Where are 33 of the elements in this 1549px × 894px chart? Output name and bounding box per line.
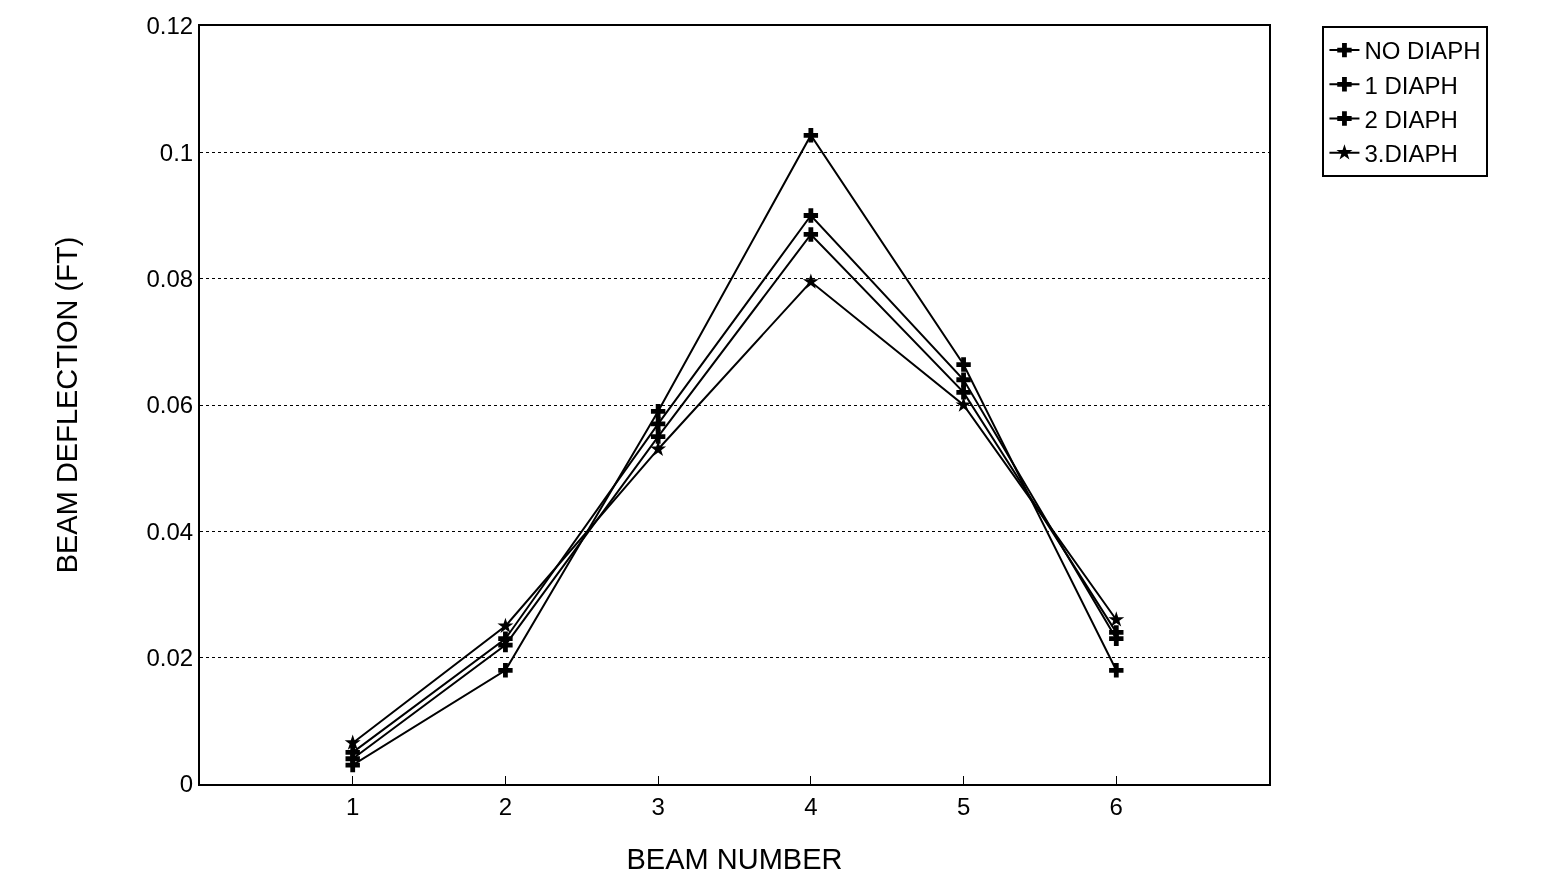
legend-label: 1 DIAPH: [1364, 71, 1458, 99]
x-tick-label: 4: [804, 792, 818, 820]
point: [650, 429, 666, 444]
y-tick-label: 0.06: [146, 391, 194, 419]
point: [956, 372, 971, 387]
x-tick-label: 6: [1109, 792, 1123, 820]
y-axis-title: BEAM DEFLECTION (FT): [51, 236, 84, 574]
point: [1108, 611, 1125, 627]
point: [803, 208, 819, 223]
y-tick-label: 0.02: [146, 644, 194, 672]
legend-label: NO DIAPH: [1364, 37, 1481, 65]
point: [1109, 663, 1124, 678]
point: [956, 357, 971, 372]
point: [498, 663, 513, 678]
x-axis-title: BEAM NUMBER: [626, 843, 843, 876]
point: [803, 128, 819, 143]
point: [650, 404, 666, 419]
y-tick-label: 0.12: [146, 12, 194, 40]
y-tick-label: 0: [179, 770, 194, 798]
x-tick-label: 3: [651, 792, 665, 820]
y-tick-label: 0.1: [159, 138, 194, 166]
x-tick-label: 5: [956, 792, 971, 820]
y-tick-label: 0.08: [146, 265, 194, 293]
x-tick-label: 2: [498, 792, 513, 820]
point: [497, 617, 514, 633]
x-tick-label: 1: [346, 792, 360, 820]
point: [803, 227, 819, 242]
legend-label: 2 DIAPH: [1364, 105, 1458, 133]
point: [344, 734, 361, 750]
y-tick-label: 0.04: [146, 517, 194, 545]
point: [802, 273, 819, 289]
legend-label: 3.DIAPH: [1364, 140, 1458, 168]
point: [956, 385, 971, 400]
